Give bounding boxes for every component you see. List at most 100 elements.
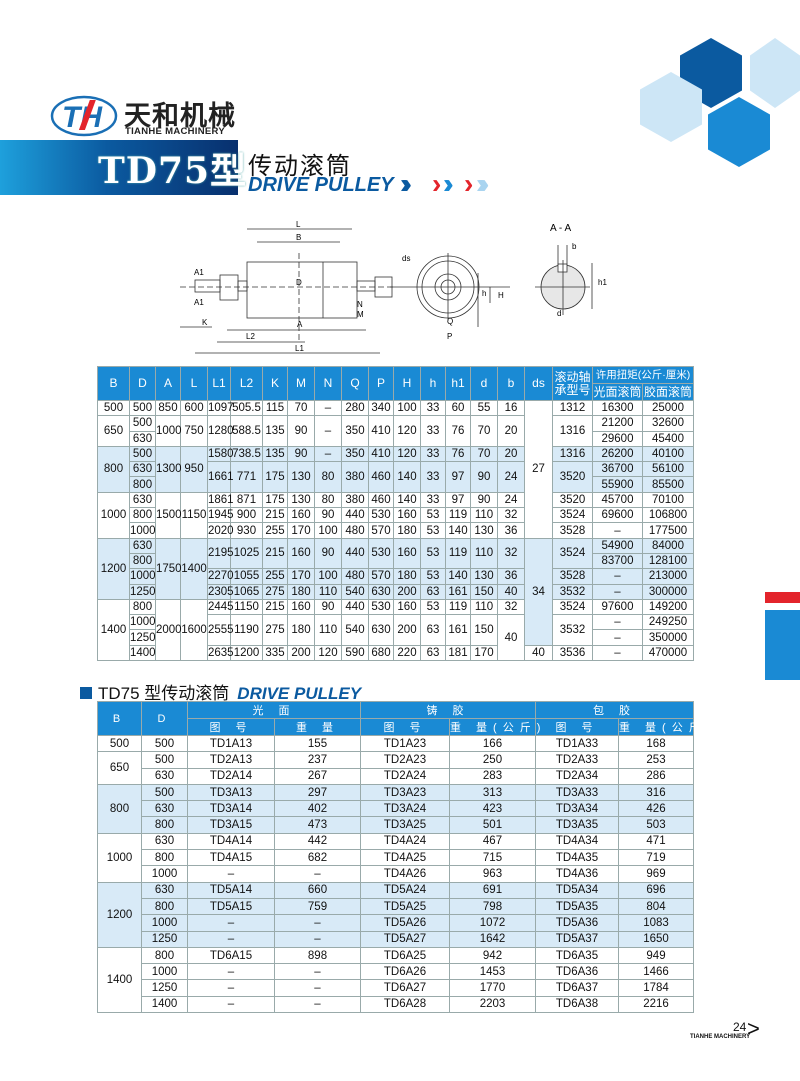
table-cell: 33 (420, 415, 446, 447)
table-cell: 467 (449, 832, 536, 851)
table-cell: 110 (470, 598, 498, 616)
table-cell: 27 (524, 400, 553, 539)
table-cell: 25000 (642, 399, 694, 417)
table-cell: 161 (445, 614, 471, 646)
table-cell: 130 (470, 522, 498, 539)
table-cell: 1250 (129, 583, 156, 600)
header-weight: 重 量(公斤) (618, 718, 709, 736)
table-cell: 54900 (592, 537, 643, 554)
table-cell: 500 (141, 751, 188, 769)
table-cell: 600 (180, 399, 208, 417)
header-h1: h1 (445, 366, 471, 401)
label-b: b (572, 242, 577, 251)
table-cell: TD3A33 (535, 783, 619, 802)
chevron-right-icon: > (747, 1016, 760, 1041)
table-cell: 140 (445, 522, 471, 539)
table-cell: – (274, 963, 361, 981)
table-cell: 149200 (642, 598, 694, 616)
table-cell: 100 (314, 522, 342, 539)
table-cell: TD3A34 (535, 800, 619, 818)
table-cell: 55900 (592, 476, 643, 493)
cell-B: 1400 (97, 946, 142, 1014)
table-cell: 60 (445, 399, 471, 417)
table-cell: 63 (420, 644, 446, 662)
table-cell: 540 (341, 614, 369, 646)
table-cell: 283 (449, 767, 536, 785)
table-row: 1250 –350000 (98, 629, 694, 646)
table-cell: 297 (274, 783, 361, 802)
table-cell: 237 (274, 751, 361, 769)
table-row: 1200 630 TD5A14 660 TD5A24 691 TD5A34 696 (97, 881, 694, 948)
table-cell: 942 (449, 946, 536, 965)
table-cell: 738.5 (230, 445, 263, 463)
table-row: 630 TD3A14 402 TD3A24 423 TD3A34 426 (97, 800, 694, 818)
table-cell: 630 (129, 430, 156, 447)
table-cell: TD6A28 (360, 995, 450, 1014)
table-cell: 630 (141, 832, 188, 851)
table2-title-en: DRIVE PULLEY (237, 684, 362, 703)
table-cell: 588.5 (230, 415, 263, 447)
table-cell: 20 (497, 445, 525, 463)
label-P: P (447, 332, 452, 341)
label-A1: A1 (194, 268, 204, 277)
table-cell: 1400 (141, 995, 188, 1014)
table-cell: 160 (287, 537, 315, 570)
header-L1: L1 (207, 366, 231, 401)
header-bearing-model: 滚动轴 承型号 (552, 366, 593, 401)
table-cell: 630 (129, 461, 156, 478)
table-cell: 90 (470, 491, 498, 509)
table-cell: 1250 (129, 629, 156, 646)
table-row: 1000 2020 930 255 170 100 480 570 180 53 140 130 36 3… (98, 522, 694, 539)
table-cell: 1000 (141, 914, 188, 932)
table-cell: 800 (129, 507, 156, 524)
table-cell: TD6A38 (535, 995, 619, 1014)
table-cell: 280 (341, 399, 369, 417)
table-cell: 200 (393, 614, 421, 646)
table-cell: 759 (274, 897, 361, 916)
table-cell: 503 (618, 816, 694, 834)
table-cell: 160 (287, 507, 315, 524)
technical-drawing: L B D A1 A1 K L2 A L1 N M ds Q P h H A -… (180, 220, 607, 354)
table-cell: 119 (445, 598, 471, 616)
table-cell: 1750 (155, 537, 182, 600)
hexagon-decoration (708, 97, 770, 167)
table-cell: 2020 (207, 522, 234, 539)
table-cell: 410 (368, 445, 394, 463)
table-cell: 1072 (449, 914, 536, 932)
table-cell: 55 (470, 399, 498, 417)
table-cell: 20 (497, 415, 525, 447)
table-cell: 426 (618, 800, 694, 818)
table-cell: 300000 (642, 583, 694, 600)
table-cell: – (592, 583, 643, 600)
table-cell: 106800 (642, 507, 694, 524)
table-cell: 135 (262, 415, 288, 447)
table-cell: 1861 (207, 491, 234, 509)
table-cell: 2203 (449, 995, 536, 1014)
table-cell: 3528 (552, 568, 593, 585)
header-weight: 重 量(公斤) (449, 718, 540, 736)
table-cell: 90 (287, 445, 315, 463)
table-cell: 949 (618, 946, 694, 965)
table-cell: 630 (129, 537, 156, 554)
table-cell: 177500 (642, 522, 694, 539)
brand-name-cn: 天和机械 (124, 101, 236, 131)
table-cell: 3536 (552, 644, 593, 662)
table-cell: 440 (341, 507, 369, 524)
table-cell: 473 (274, 816, 361, 834)
table-cell: 1250 (141, 930, 188, 948)
table-cell: TD5A36 (535, 914, 619, 932)
table-cell: 335 (262, 644, 288, 662)
table-cell: 90 (314, 598, 342, 616)
table-cell: 80 (314, 491, 342, 509)
table-cell: 1250 (141, 979, 188, 997)
header-d: d (470, 366, 498, 401)
table-cell: 275 (262, 583, 288, 600)
table-cell: 168 (618, 734, 694, 753)
table-cell: 1400 (97, 598, 130, 662)
table-cell: 110 (314, 583, 342, 600)
table-cell: 442 (274, 832, 361, 851)
table-cell: 800 (129, 598, 156, 616)
table-cell: 36700 (592, 461, 643, 478)
table-cell: 696 (618, 881, 694, 899)
table-cell: 3532 (552, 583, 593, 600)
